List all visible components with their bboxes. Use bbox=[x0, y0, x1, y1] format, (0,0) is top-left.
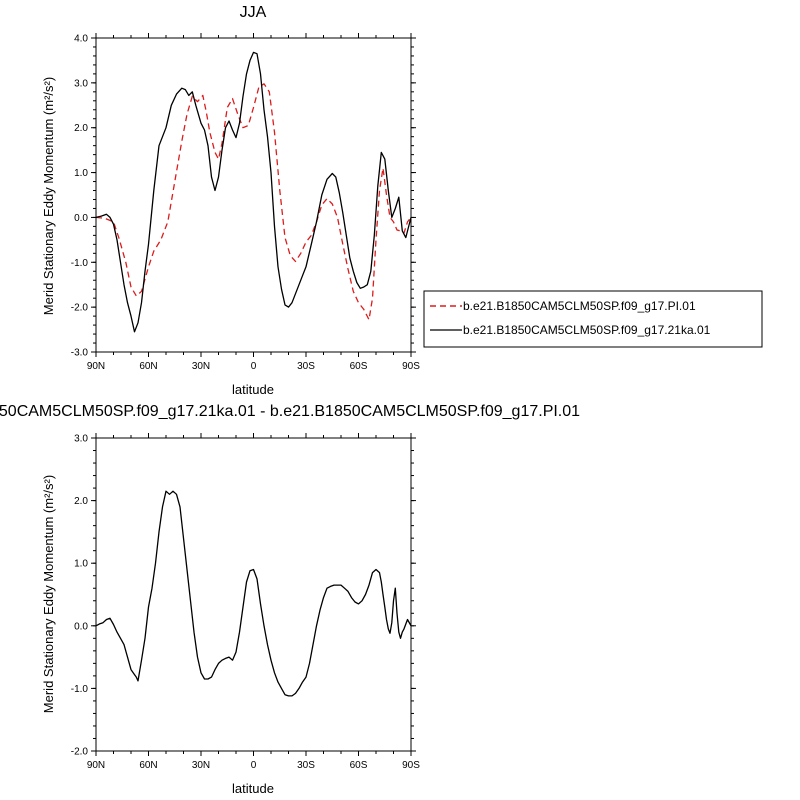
bottom-x-tick-label: 0 bbox=[251, 760, 257, 771]
top-y-tick-label: 0.0 bbox=[74, 213, 88, 224]
top-x-tick-label: 60S bbox=[350, 361, 368, 372]
bottom-x-tick-label: 90N bbox=[87, 760, 105, 771]
top-x-tick-label: 90N bbox=[87, 361, 105, 372]
top-ticks-layer: 90N 60N 30N 0 30S 60S 90S -3.0 -2.0 -1.0 0.0 1.0 2.0… bbox=[71, 33, 420, 372]
legend-label-pi: b.e21.B1850CAM5CLM50SP.f09_g17.PI.01 bbox=[463, 299, 696, 313]
top-y-axis-title: Merid Stationary Eddy Momentum (m²/s²) bbox=[41, 77, 56, 315]
top-x-tick-label: 60N bbox=[139, 361, 157, 372]
top-y-tick-label: 2.0 bbox=[74, 123, 88, 134]
bottom-y-axis-title: Merid Stationary Eddy Momentum (m²/s²) bbox=[41, 475, 56, 713]
bottom-chart-title: b.e21.B1850CAM5CLM50SP.f09_g17.21ka.01 -… bbox=[0, 403, 580, 420]
top-chart-panel: JJA 90N 60N 30N 0 30S 60S 90S -3.0 -2.0 -1.0 0.0 1.… bbox=[41, 4, 420, 397]
top-series-line-solid bbox=[95, 51, 412, 333]
bottom-y-tick-label: 2.0 bbox=[74, 496, 88, 507]
bottom-x-tick-label: 90S bbox=[402, 760, 420, 771]
bottom-y-tick-label: 0.0 bbox=[74, 621, 88, 632]
bottom-y-axis-title-text: Merid Stationary Eddy Momentum (m²/s²) bbox=[41, 475, 56, 713]
bottom-chart-panel: b.e21.B1850CAM5CLM50SP.f09_g17.21ka.01 -… bbox=[0, 403, 580, 796]
bottom-x-tick-label: 30S bbox=[297, 760, 315, 771]
top-y-axis-title-text: Merid Stationary Eddy Momentum (m²/s²) bbox=[41, 77, 56, 315]
bottom-series-layer bbox=[95, 490, 412, 697]
top-x-tick-label: 0 bbox=[251, 361, 257, 372]
top-y-tick-label: -2.0 bbox=[71, 303, 89, 314]
top-y-tick-label: 1.0 bbox=[74, 168, 88, 179]
top-x-tick-label: 30S bbox=[297, 361, 315, 372]
top-chart-title: JJA bbox=[240, 4, 267, 21]
bottom-ticks-layer: 90N 60N 30N 0 30S 60S 90S -2.0 -1.0 0.0 1.0 2.0 3.0 bbox=[71, 433, 420, 771]
top-y-tick-label: 3.0 bbox=[74, 78, 88, 89]
top-x-axis-title: latitude bbox=[232, 382, 274, 397]
top-series-line-dashed bbox=[95, 83, 412, 321]
top-y-tick-label: -3.0 bbox=[71, 348, 89, 359]
bottom-x-axis-title: latitude bbox=[232, 781, 274, 796]
bottom-y-tick-label: -2.0 bbox=[71, 747, 89, 758]
bottom-x-tick-label: 60S bbox=[350, 760, 368, 771]
legend: b.e21.B1850CAM5CLM50SP.f09_g17.PI.01 b.e… bbox=[423, 290, 763, 348]
legend-box bbox=[423, 290, 763, 348]
top-x-tick-label: 30N bbox=[192, 361, 210, 372]
bottom-y-tick-label: 1.0 bbox=[74, 559, 88, 570]
legend-label-21ka: b.e21.B1850CAM5CLM50SP.f09_g17.21ka.01 bbox=[463, 323, 711, 337]
bottom-y-tick-label: 3.0 bbox=[74, 434, 88, 445]
top-y-tick-label: -1.0 bbox=[71, 258, 89, 269]
top-series-layer bbox=[95, 51, 412, 333]
bottom-x-tick-label: 60N bbox=[139, 760, 157, 771]
bottom-x-tick-label: 30N bbox=[192, 760, 210, 771]
top-x-tick-label: 90S bbox=[402, 361, 420, 372]
bottom-series-line-solid bbox=[95, 490, 412, 697]
bottom-y-tick-label: -1.0 bbox=[71, 684, 89, 695]
top-y-tick-label: 4.0 bbox=[74, 34, 88, 45]
